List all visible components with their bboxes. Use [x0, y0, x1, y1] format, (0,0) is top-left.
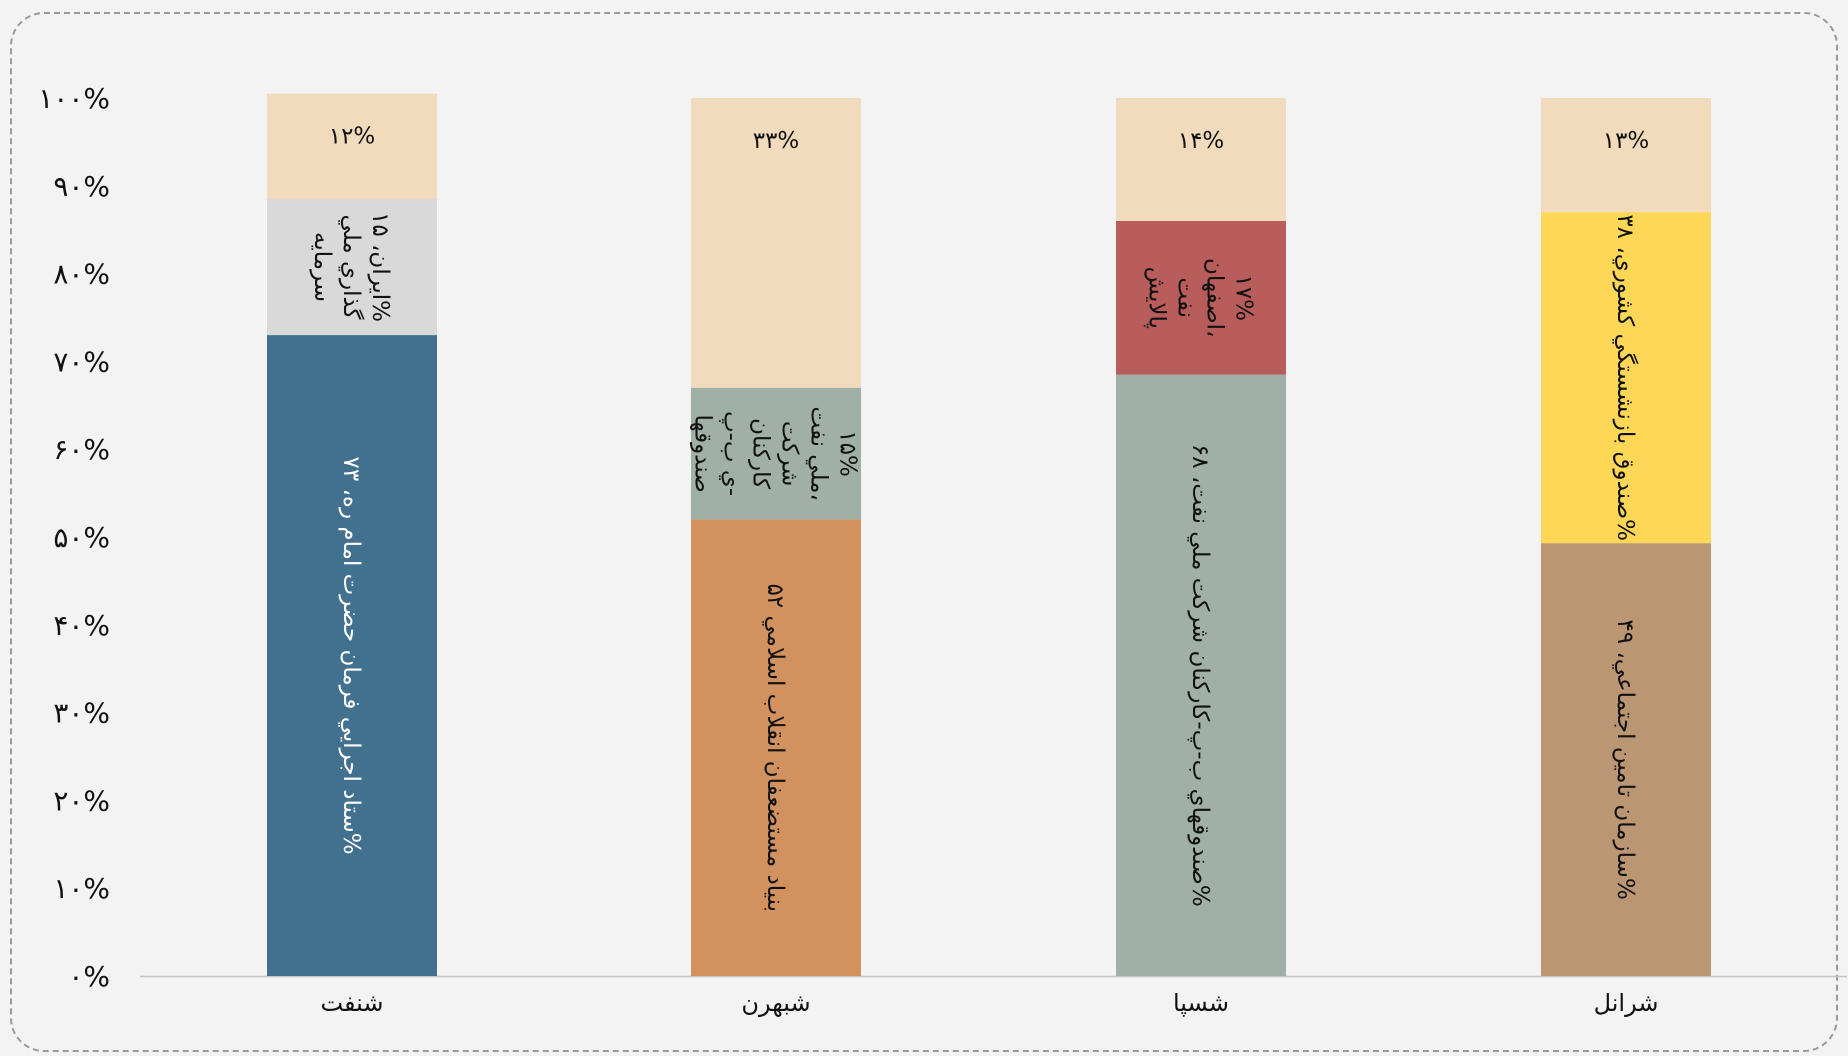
segment-label: ملي نفت،	[806, 406, 832, 500]
y-tick-label: ۰%	[68, 960, 110, 993]
segment-label: صندوق بازنشستگي کشوري، ۳۸%	[1612, 214, 1639, 541]
bar-segment	[691, 519, 861, 976]
segment-label: سرمايه	[309, 232, 335, 302]
segment-label: نفت	[1173, 277, 1199, 318]
y-tick-label: ۸۰%	[53, 258, 110, 291]
segment-label: پالايش	[1144, 267, 1170, 329]
segment-label: بنياد مستضعفان انقلاب اسلامي ۵۲	[762, 583, 788, 912]
segment-label: ۱۷%	[1231, 274, 1257, 321]
segment-label: گذاري ملي	[338, 215, 365, 320]
segment-label: صندوقهاي ب-پ-کارکنان شرکت ملي نفت، ۶۸%	[1187, 444, 1213, 907]
segment-label: ي ب-پ-	[719, 411, 745, 496]
chart-frame	[10, 12, 1838, 1052]
segment-label-group: صندوق بازنشستگي کشوري، ۳۸%	[1612, 214, 1639, 541]
segment-label: ۱۳%	[1603, 128, 1650, 154]
bar-segment	[1116, 98, 1286, 221]
segment-label: شرکت	[777, 421, 803, 487]
segment-label: سازمان تامين اجتماعي، ۴۹%	[1612, 619, 1638, 899]
segment-label: ستاد اجرايي فرمان حضرت امام ره، ۷۳%	[338, 456, 364, 854]
segment-label-group: صندوقها ي ب-پ-کارکنان شرکت ملي نفت،۱۵%	[690, 406, 861, 500]
y-tick-label: ۳۰%	[53, 697, 110, 730]
bar-segment	[267, 198, 437, 336]
segment-label-group: پالايش نفت اصفهان،۱۷%	[1144, 258, 1257, 338]
bar-segment	[1116, 220, 1286, 375]
y-tick-label: ۷۰%	[53, 345, 110, 378]
segment-label: اصفهان،	[1202, 258, 1228, 338]
y-tick-label: ۱۰۰%	[38, 82, 110, 115]
y-tick-label: ۱۰%	[53, 872, 110, 905]
category-label: شسپا	[1173, 989, 1229, 1017]
segment-label: کارکنان	[748, 418, 774, 489]
segment-label: ۱۴%	[1178, 128, 1225, 154]
segment-label: ۱۲%	[329, 124, 376, 150]
bar-segment	[1541, 212, 1711, 544]
segment-label-group: سازمان تامين اجتماعي، ۴۹%	[1612, 619, 1638, 899]
bar-segment	[691, 387, 861, 520]
segment-label: ۱۵%	[835, 430, 861, 477]
segment-label: ايران، ۱۵%	[367, 212, 393, 322]
bar-segment	[1541, 98, 1711, 213]
y-tick-label: ۶۰%	[53, 433, 110, 466]
y-tick-label: ۹۰%	[53, 170, 110, 203]
bar-segment	[267, 93, 437, 199]
bar-segment	[267, 335, 437, 976]
bar-segment	[1116, 374, 1286, 976]
segment-label-group: سرمايه گذاري ملي ايران، ۱۵%	[309, 212, 393, 322]
segment-label: ۳۳%	[753, 128, 800, 154]
bar-segment	[1541, 543, 1711, 976]
segment-label-group: بنياد مستضعفان انقلاب اسلامي ۵۲	[762, 583, 788, 912]
category-label: شنفت	[320, 989, 383, 1017]
y-tick-label: ۲۰%	[53, 784, 110, 817]
category-label: شرانل	[1594, 989, 1659, 1017]
y-tick-label: ۴۰%	[53, 609, 110, 642]
bar-segment	[691, 98, 861, 388]
y-tick-label: ۵۰%	[53, 521, 110, 554]
segment-label: صندوقها	[690, 414, 716, 492]
category-label: شبهرن	[741, 989, 810, 1017]
segment-label-group: صندوقهاي ب-پ-کارکنان شرکت ملي نفت، ۶۸%	[1187, 444, 1213, 907]
segment-label-group: ستاد اجرايي فرمان حضرت امام ره، ۷۳%	[338, 456, 364, 854]
